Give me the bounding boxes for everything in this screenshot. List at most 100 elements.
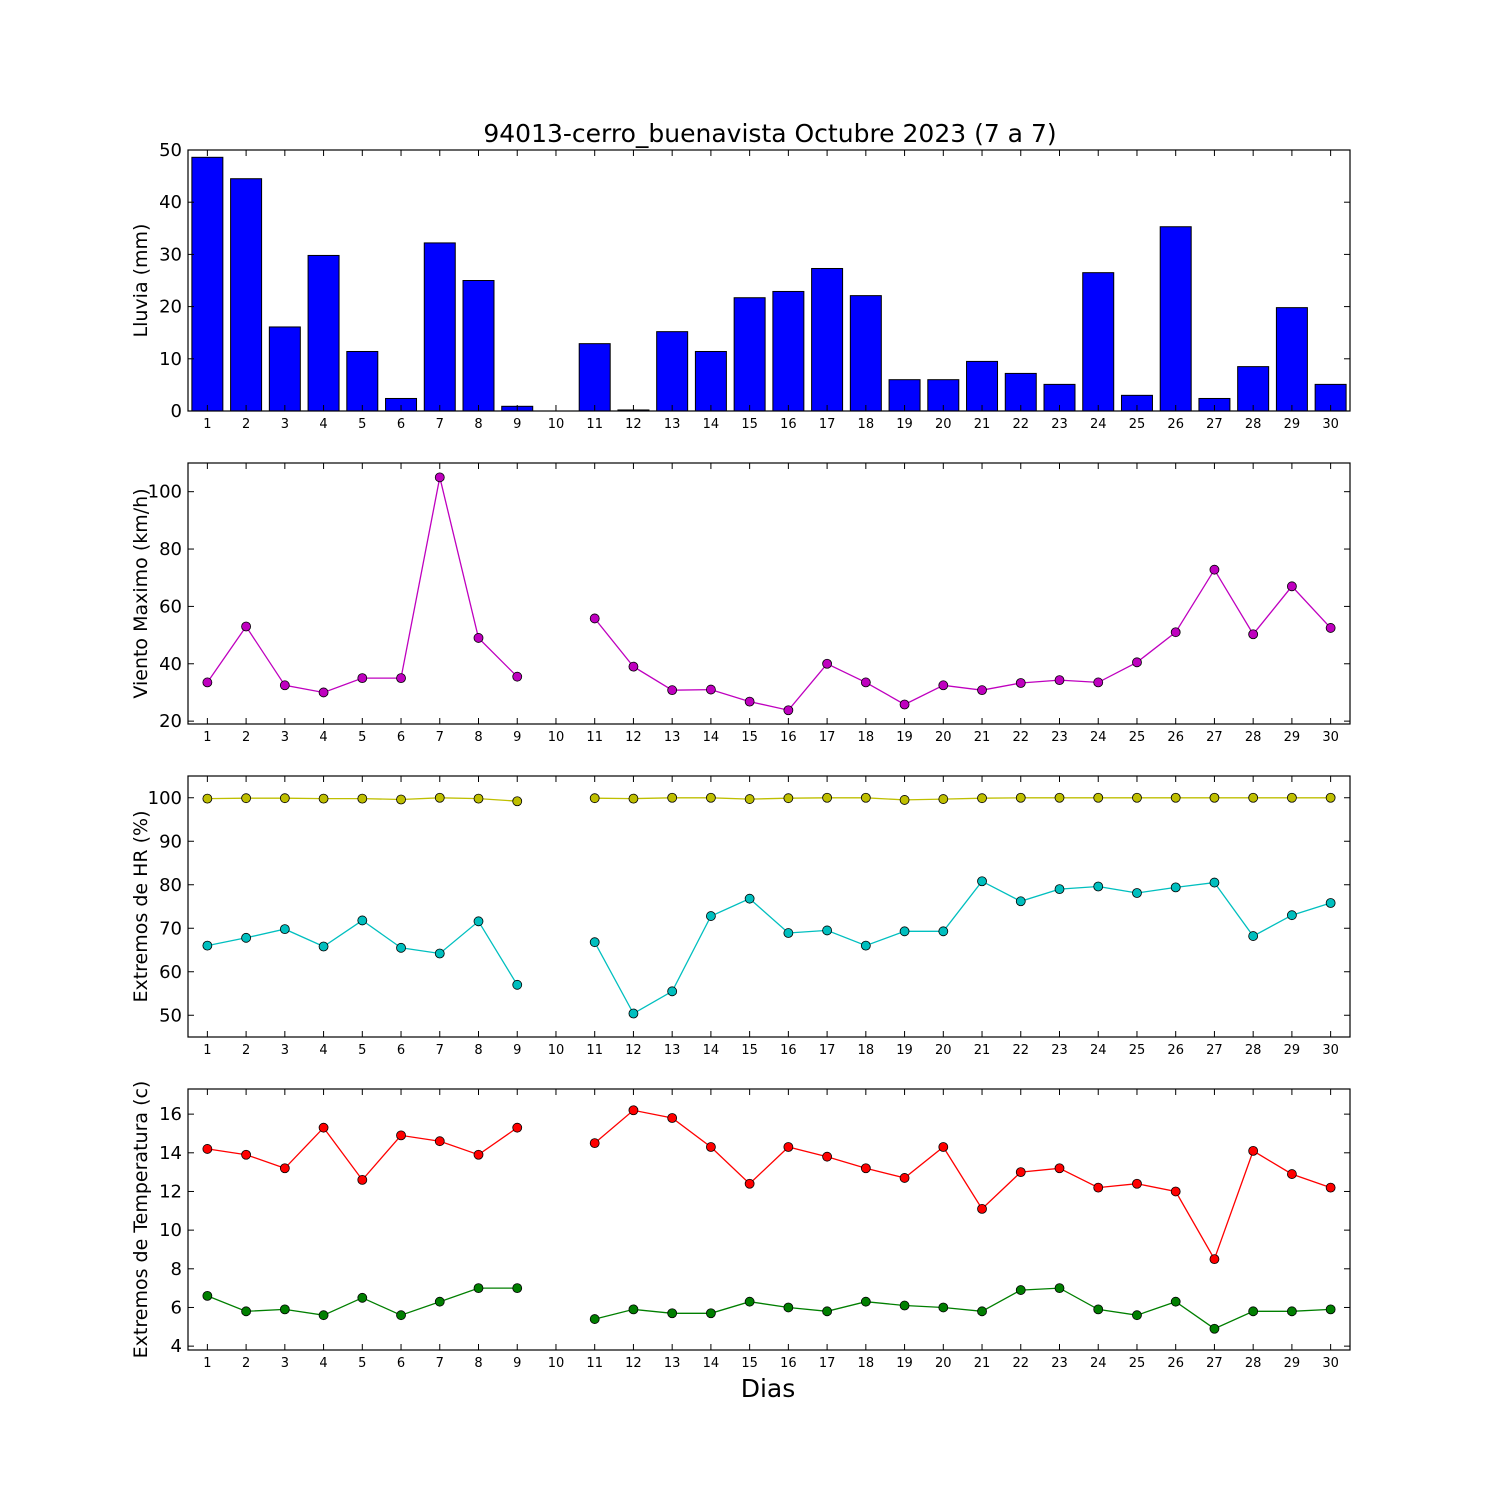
x-tick-label: 12 bbox=[625, 1043, 642, 1058]
series-2-point-day-3 bbox=[279, 924, 290, 935]
x-tick-label: 27 bbox=[1206, 1043, 1223, 1058]
series-2-point-day-4 bbox=[318, 941, 329, 952]
y-tick-label: 50 bbox=[159, 140, 182, 161]
series-2-point-day-30 bbox=[1325, 898, 1336, 908]
series-1-point-day-18 bbox=[860, 792, 871, 803]
plot-frame bbox=[187, 462, 1351, 725]
x-tick-label: 13 bbox=[664, 417, 681, 432]
x-tick-label: 19 bbox=[896, 1356, 913, 1371]
bar-day-2 bbox=[230, 178, 263, 412]
series-1-point-day-11 bbox=[589, 613, 600, 624]
bar-day-22 bbox=[1004, 372, 1037, 412]
x-tick-label: 29 bbox=[1284, 1356, 1301, 1371]
series-1-point-day-29 bbox=[1287, 581, 1297, 592]
bar-day-8 bbox=[462, 280, 495, 412]
series-1-point-day-2 bbox=[241, 621, 252, 632]
x-tick-label: 25 bbox=[1129, 1043, 1146, 1058]
x-tick-label: 13 bbox=[664, 1356, 681, 1371]
series-1-point-day-12 bbox=[628, 1105, 639, 1116]
x-tick-label: 2 bbox=[242, 1043, 250, 1058]
series-2-point-day-3 bbox=[279, 1304, 290, 1315]
x-tick-label: 19 bbox=[896, 417, 913, 432]
x-tick-label: 12 bbox=[625, 730, 642, 745]
y-tick-label: 40 bbox=[159, 192, 182, 213]
series-1-point-day-24 bbox=[1093, 1182, 1104, 1193]
series-1-point-day-3 bbox=[279, 1163, 290, 1174]
series-1-point-day-22 bbox=[1015, 1167, 1026, 1178]
series-1-point-day-4 bbox=[318, 793, 329, 804]
plot-frame bbox=[187, 149, 1351, 412]
series-2-point-day-14 bbox=[706, 1308, 716, 1319]
x-tick-label: 28 bbox=[1245, 1356, 1262, 1371]
series-2-point-day-29 bbox=[1287, 1306, 1297, 1317]
bar-day-21 bbox=[966, 360, 999, 412]
y-tick-label: 30 bbox=[159, 244, 182, 265]
y-tick-label: 60 bbox=[159, 596, 182, 617]
series-1-point-day-1 bbox=[202, 1144, 213, 1154]
series-1-point-day-18 bbox=[860, 1163, 871, 1174]
series-1-point-day-26 bbox=[1170, 627, 1181, 638]
x-tick-label: 1 bbox=[203, 1356, 211, 1371]
bar-day-3 bbox=[268, 326, 301, 412]
x-tick-label: 5 bbox=[358, 1356, 366, 1371]
x-tick-label: 5 bbox=[358, 1043, 366, 1058]
x-tick-label: 21 bbox=[974, 1356, 991, 1371]
y-tick-label: 100 bbox=[148, 788, 182, 809]
x-tick-label: 27 bbox=[1206, 1356, 1223, 1371]
x-tick-label: 21 bbox=[974, 417, 991, 432]
x-tick-label: 4 bbox=[319, 1356, 327, 1371]
bar-day-15 bbox=[733, 297, 766, 412]
series-2-point-day-12 bbox=[628, 1008, 639, 1019]
series-2-point-day-22 bbox=[1015, 896, 1026, 907]
y-tick-label: 90 bbox=[159, 831, 182, 852]
series-2-point-day-6 bbox=[396, 1310, 406, 1321]
series-2-point-day-1 bbox=[202, 1290, 213, 1301]
x-tick-label: 22 bbox=[1012, 730, 1029, 745]
x-tick-label: 29 bbox=[1284, 730, 1301, 745]
series-1-point-day-3 bbox=[279, 793, 290, 804]
series-2-point-day-26 bbox=[1170, 882, 1181, 893]
series-1-point-day-6 bbox=[396, 794, 406, 805]
y-tick-label: 6 bbox=[171, 1297, 182, 1318]
x-tick-label: 14 bbox=[703, 417, 720, 432]
series-1-point-day-4 bbox=[318, 1122, 329, 1133]
y-tick-label: 8 bbox=[171, 1259, 182, 1280]
series-1-point-day-28 bbox=[1248, 1145, 1259, 1156]
series-2-point-day-20 bbox=[938, 926, 949, 937]
series-1-point-day-8 bbox=[473, 633, 484, 643]
x-tick-label: 4 bbox=[319, 1043, 327, 1058]
series-2-point-day-2 bbox=[241, 1306, 252, 1317]
series-1-point-day-8 bbox=[473, 1149, 484, 1160]
x-tick-label: 20 bbox=[935, 1356, 952, 1371]
x-tick-label: 3 bbox=[281, 730, 289, 745]
series-2-point-day-27 bbox=[1209, 877, 1220, 888]
series-1-line bbox=[594, 797, 1331, 801]
x-tick-label: 22 bbox=[1012, 1043, 1029, 1058]
x-tick-label: 25 bbox=[1129, 1356, 1146, 1371]
series-2-point-day-30 bbox=[1325, 1304, 1336, 1315]
x-tick-label: 23 bbox=[1051, 417, 1068, 432]
series-1-point-day-15 bbox=[744, 696, 755, 707]
bar-day-7 bbox=[423, 242, 456, 412]
bar-day-4 bbox=[307, 254, 340, 412]
series-1-point-day-19 bbox=[899, 1173, 910, 1183]
bar-day-13 bbox=[656, 331, 689, 412]
series-2-point-day-4 bbox=[318, 1310, 329, 1321]
series-1-point-day-17 bbox=[822, 1151, 832, 1162]
bar-day-28 bbox=[1237, 366, 1270, 412]
x-tick-label: 1 bbox=[203, 1043, 211, 1058]
series-1-point-day-28 bbox=[1248, 629, 1259, 640]
series-1-point-day-15 bbox=[744, 794, 755, 804]
series-1-point-day-16 bbox=[783, 1142, 794, 1152]
x-tick-label: 17 bbox=[819, 417, 836, 432]
series-1-point-day-13 bbox=[667, 685, 678, 696]
plot-area bbox=[188, 776, 1350, 1037]
y-tick-label: 14 bbox=[159, 1143, 182, 1164]
series-2-point-day-23 bbox=[1054, 1283, 1065, 1294]
series-1-point-day-27 bbox=[1209, 1254, 1220, 1265]
x-tick-label: 13 bbox=[664, 730, 681, 745]
series-2-point-day-19 bbox=[899, 926, 910, 937]
x-tick-label: 15 bbox=[741, 730, 758, 745]
x-tick-label: 6 bbox=[397, 1043, 405, 1058]
